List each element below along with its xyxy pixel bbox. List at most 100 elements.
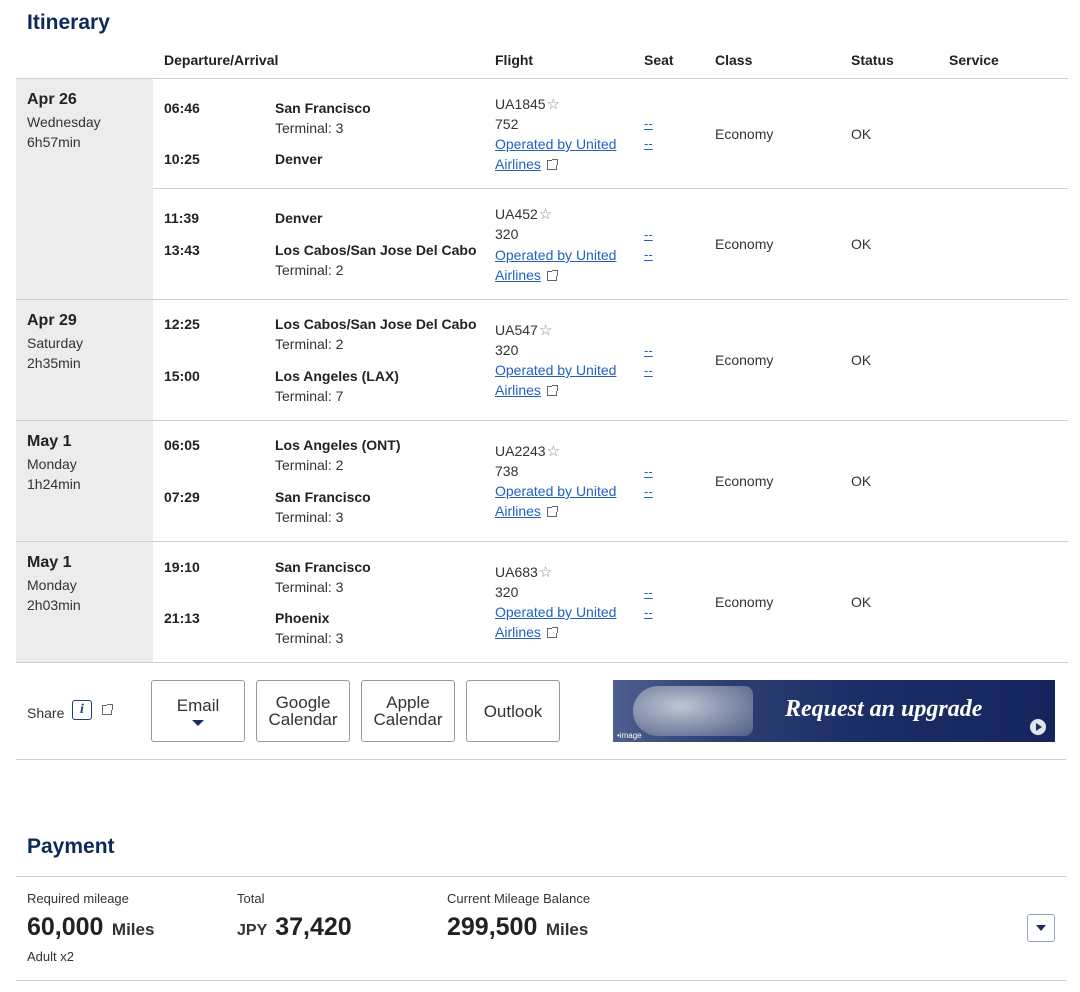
arrival-time: 10:25 — [164, 151, 200, 167]
total-amount: 37,420 — [275, 913, 352, 941]
operated-by-link[interactable]: Operated by United Airlines — [495, 360, 635, 400]
chevron-right-icon[interactable] — [1029, 718, 1047, 736]
operated-by-text[interactable]: Operated by United Airlines — [495, 483, 617, 519]
arrival-terminal: Terminal: 7 — [275, 388, 344, 404]
day-date: May 1 — [27, 433, 72, 450]
operated-by-link[interactable]: Operated by United Airlines — [495, 481, 635, 521]
star-icon[interactable]: ☆ — [538, 206, 553, 223]
departure-time: 11:39 — [164, 210, 200, 226]
header-status: Status — [851, 52, 894, 68]
seat-link[interactable]: -- — [644, 136, 653, 151]
flight-number: UA452☆ — [495, 205, 552, 223]
required-mileage-value: 60,000 Miles — [27, 913, 154, 942]
seat-link[interactable]: -- — [644, 585, 653, 600]
outlook-button-label: Outlook — [483, 701, 543, 721]
header-service: Service — [949, 52, 999, 68]
booking-status: OK — [851, 594, 872, 610]
banner-image-note: •image — [617, 731, 642, 740]
departure-time: 12:25 — [164, 316, 200, 332]
apple-calendar-line1: Apple — [386, 693, 430, 712]
star-icon[interactable]: ☆ — [538, 322, 553, 339]
header-class: Class — [715, 52, 753, 68]
day-duration: 2h35min — [27, 355, 81, 371]
balance-number: 299,500 — [447, 913, 538, 941]
total-currency: JPY — [237, 922, 268, 939]
required-mileage-number: 60,000 — [27, 913, 104, 941]
external-link-icon — [546, 627, 558, 638]
arrival-time: 13:43 — [164, 242, 200, 258]
arrival-terminal: Terminal: 3 — [275, 630, 344, 646]
operated-by-text[interactable]: Operated by United Airlines — [495, 604, 617, 640]
day-date: May 1 — [27, 554, 72, 571]
aircraft-type: 320 — [495, 342, 519, 358]
seat-link[interactable]: -- — [644, 247, 653, 262]
cabin-class: Economy — [715, 594, 774, 610]
external-link-icon — [546, 270, 558, 281]
seat-link[interactable]: -- — [644, 605, 653, 620]
day-cell: May 1 Monday 2h03min — [16, 542, 153, 662]
operated-by-text[interactable]: Operated by United Airlines — [495, 247, 617, 283]
flight-number: UA683☆ — [495, 563, 552, 581]
day-date: Apr 29 — [27, 312, 77, 329]
info-icon[interactable]: i — [72, 700, 92, 720]
star-icon[interactable]: ☆ — [546, 443, 561, 460]
divider — [16, 662, 1068, 663]
arrival-time: 21:13 — [164, 610, 200, 626]
share-label: Share — [27, 705, 65, 721]
google-calendar-button[interactable]: Google Calendar — [256, 680, 350, 742]
header-departure-arrival: Departure/Arrival — [164, 52, 279, 68]
cabin-class: Economy — [715, 352, 774, 368]
external-link-icon[interactable] — [102, 704, 113, 715]
star-icon[interactable]: ☆ — [546, 96, 561, 113]
required-mileage-label: Required mileage — [27, 891, 129, 906]
google-calendar-line2: Calendar — [268, 710, 338, 729]
arrival-city: Phoenix — [275, 610, 330, 626]
arrival-city: Denver — [275, 151, 323, 167]
departure-city: San Francisco — [275, 559, 371, 575]
balance-unit: Miles — [545, 920, 589, 939]
itinerary-title: Itinerary — [27, 11, 110, 34]
seat-link[interactable]: -- — [644, 484, 653, 499]
header-flight: Flight — [495, 52, 534, 68]
day-weekday: Saturday — [27, 335, 84, 351]
departure-city: Denver — [275, 210, 323, 226]
seat-link[interactable]: -- — [644, 116, 653, 131]
apple-calendar-line2: Calendar — [373, 710, 443, 729]
booking-status: OK — [851, 126, 872, 142]
day-weekday: Monday — [27, 577, 77, 593]
operated-by-link[interactable]: Operated by United Airlines — [495, 134, 635, 174]
seat-link[interactable]: -- — [644, 227, 653, 242]
departure-terminal: Terminal: 3 — [275, 120, 344, 136]
day-weekday: Monday — [27, 456, 77, 472]
operated-by-text[interactable]: Operated by United Airlines — [495, 136, 617, 172]
required-mileage-unit: Miles — [111, 920, 155, 939]
departure-time: 06:05 — [164, 437, 200, 453]
arrival-city: San Francisco — [275, 489, 371, 505]
departure-city: Los Angeles (ONT) — [275, 437, 401, 453]
outlook-button[interactable]: Outlook — [466, 680, 560, 742]
operated-by-link[interactable]: Operated by United Airlines — [495, 245, 635, 285]
operated-by-link[interactable]: Operated by United Airlines — [495, 602, 635, 642]
banner-text: Request an upgrade — [785, 696, 983, 722]
operated-by-text[interactable]: Operated by United Airlines — [495, 362, 617, 398]
star-icon[interactable]: ☆ — [538, 564, 553, 581]
apple-calendar-button[interactable]: Apple Calendar — [361, 680, 455, 742]
external-link-icon — [546, 385, 558, 396]
seat-link[interactable]: -- — [644, 464, 653, 479]
payment-details-toggle[interactable] — [1027, 914, 1055, 942]
upgrade-banner[interactable]: Request an upgrade •image — [613, 680, 1055, 742]
seat-link[interactable]: -- — [644, 363, 653, 378]
arrival-time: 15:00 — [164, 368, 200, 384]
flight-number-text: UA2243 — [495, 443, 546, 459]
day-date: Apr 26 — [27, 91, 77, 108]
flight-number: UA1845☆ — [495, 95, 560, 113]
divider — [153, 188, 1068, 189]
divider — [16, 420, 1068, 421]
email-button[interactable]: Email — [151, 680, 245, 742]
day-duration: 6h57min — [27, 134, 81, 150]
seat-link[interactable]: -- — [644, 343, 653, 358]
chevron-down-icon — [192, 719, 204, 726]
departure-time: 19:10 — [164, 559, 200, 575]
arrival-time: 07:29 — [164, 489, 200, 505]
aircraft-type: 738 — [495, 463, 519, 479]
